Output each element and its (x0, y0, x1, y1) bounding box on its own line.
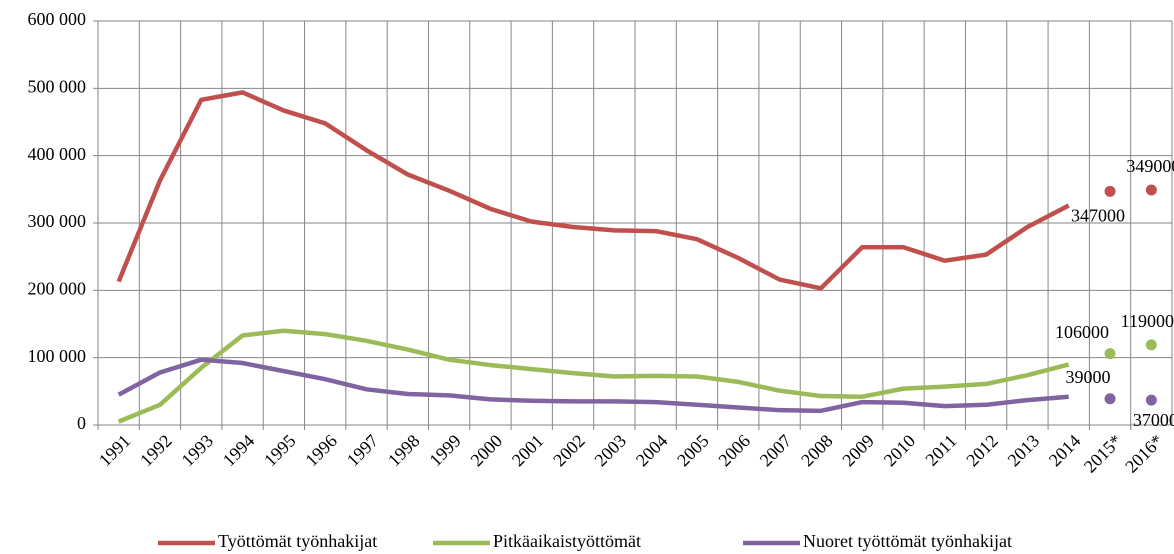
value-label: 349000 (1126, 156, 1174, 176)
x-tick-label: 2003 (590, 431, 630, 471)
projection-point (1145, 394, 1157, 406)
x-tick-label: 1995 (260, 431, 300, 471)
projection-point (1104, 185, 1116, 197)
x-tick-label: 1994 (219, 431, 259, 471)
x-tick-label: 2000 (467, 431, 507, 471)
x-tick-label: 2009 (838, 431, 878, 471)
value-label: 39000 (1066, 367, 1111, 387)
projection-point (1145, 339, 1157, 351)
y-tick-label: 100 000 (28, 346, 87, 366)
x-tick-label: 1996 (301, 431, 341, 471)
legend-label: Nuoret työttömät työnhakijat (803, 531, 1012, 551)
series-line (116, 90, 1070, 291)
y-tick-label: 0 (77, 413, 86, 433)
x-tick-label: 2011 (921, 431, 960, 470)
series-line (117, 357, 1069, 414)
x-tick-label: 1992 (136, 431, 176, 471)
x-tick-label: 1998 (384, 431, 424, 471)
series-line (117, 328, 1070, 424)
x-tick-label: 2010 (880, 431, 920, 471)
x-tick-label: 2014 (1045, 431, 1085, 471)
x-tick-label: 2016* (1121, 431, 1167, 477)
y-tick-label: 500 000 (28, 76, 87, 96)
x-tick-label: 2002 (549, 431, 589, 471)
x-tick-label: 2008 (797, 431, 837, 471)
x-tick-label: 1991 (95, 431, 135, 471)
x-tick-label: 2013 (1004, 431, 1044, 471)
x-tick-label: 1997 (343, 431, 383, 471)
x-tick-label: 2004 (632, 431, 672, 471)
y-tick-label: 300 000 (28, 211, 87, 231)
x-tick-label: 2005 (673, 431, 713, 471)
projection-point (1104, 348, 1116, 360)
value-label: 119000 (1121, 311, 1174, 331)
x-tick-label: 2015* (1080, 431, 1126, 477)
legend-label: Pitkäaikaistyöttömät (493, 531, 641, 551)
x-tick-label: 1993 (177, 431, 217, 471)
y-tick-label: 400 000 (28, 144, 87, 164)
x-tick-label: 2006 (714, 431, 754, 471)
x-tick-label: 2012 (962, 431, 1002, 471)
value-label: 347000 (1071, 205, 1125, 225)
y-tick-label: 600 000 (28, 9, 87, 29)
value-label: 106000 (1055, 322, 1109, 342)
y-tick-label: 200 000 (28, 278, 87, 298)
x-tick-label: 2007 (756, 431, 796, 471)
projection-point (1145, 184, 1157, 196)
legend-label: Työttömät työnhakijat (218, 531, 377, 551)
x-tick-label: 1999 (425, 431, 465, 471)
projection-point (1104, 393, 1116, 405)
x-tick-label: 2001 (508, 431, 548, 471)
value-label: 37000 (1133, 410, 1174, 430)
